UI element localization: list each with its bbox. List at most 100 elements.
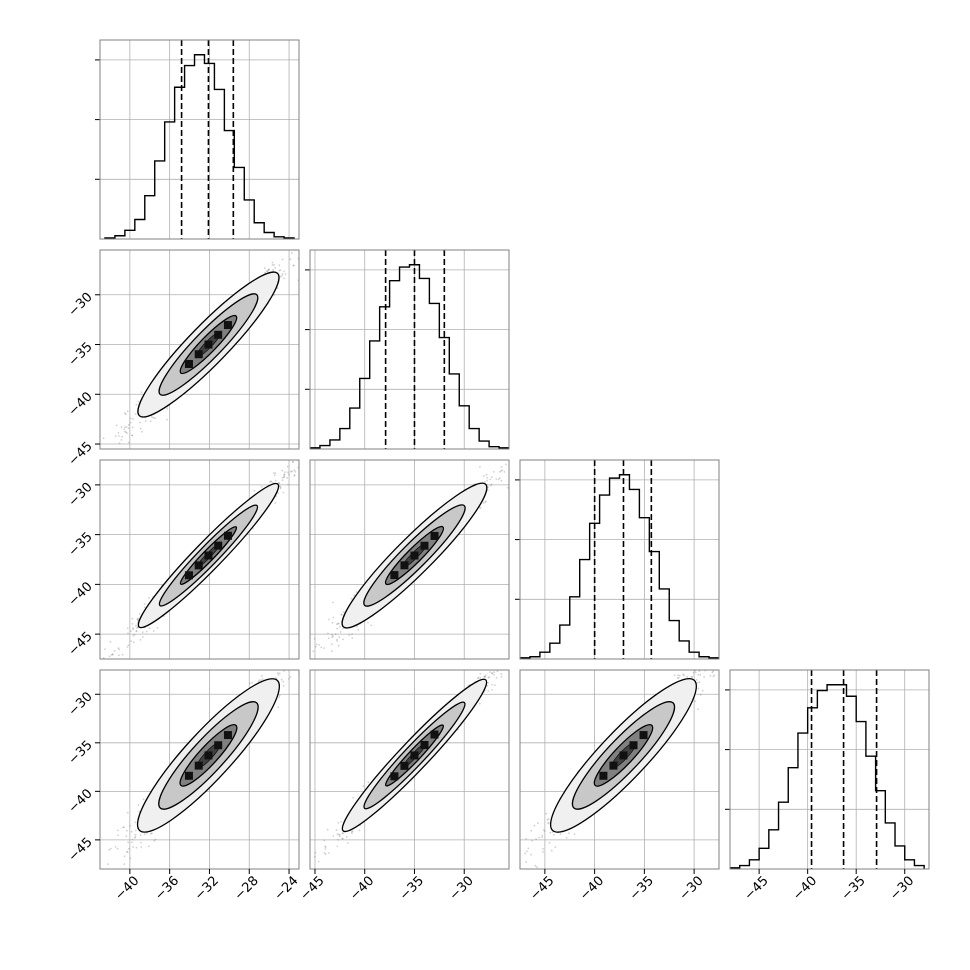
scatter-point (141, 631, 144, 633)
scatter-point (303, 247, 305, 249)
scatter-point (121, 435, 123, 438)
scatter-point (525, 837, 527, 840)
scatter-point (710, 664, 712, 666)
scatter-point (281, 469, 284, 472)
scatter-point (91, 458, 93, 460)
scatter-point (678, 674, 681, 677)
scatter-point (297, 245, 299, 247)
density-cell (400, 561, 409, 570)
scatter-point (118, 648, 121, 651)
scatter-point (321, 455, 323, 457)
scatter-point (330, 643, 333, 646)
scatter-point (318, 445, 320, 447)
scatter-point (317, 860, 320, 863)
scatter-point (132, 641, 135, 644)
scatter-point (514, 468, 516, 470)
scatter-point (124, 412, 126, 415)
scatter-point (110, 654, 113, 656)
scatter-point (518, 856, 520, 858)
scatter-point (489, 478, 492, 481)
scatter-point (484, 501, 486, 503)
y-tick-label: −35 (66, 340, 96, 370)
scatter-point (340, 820, 342, 823)
scatter-point (489, 671, 491, 673)
density-cell (400, 761, 409, 770)
scatter-point (143, 603, 146, 606)
scatter-point (118, 881, 120, 883)
scatter-point (131, 623, 134, 625)
scatter-point (356, 625, 358, 628)
density-cell (223, 731, 232, 740)
scatter-point (692, 672, 695, 674)
scatter-point (499, 870, 501, 872)
scatter-point (258, 679, 261, 682)
histogram-step-line (310, 264, 509, 449)
scatter-point (151, 416, 153, 418)
scatter-point (108, 455, 110, 457)
scatter-point (546, 818, 549, 821)
y-tick-label: −45 (66, 439, 96, 469)
scatter-point (672, 664, 674, 666)
density-cell (629, 741, 638, 750)
scatter-point (698, 670, 701, 673)
scatter-point (712, 675, 715, 678)
scatter-point (278, 672, 281, 675)
scatter-point (313, 451, 315, 453)
density-cell (214, 541, 223, 550)
scatter-point (327, 637, 330, 640)
scatter-point (153, 839, 156, 842)
scatter-point (683, 664, 685, 666)
scatter-point (520, 454, 522, 456)
scatter-point (271, 261, 274, 264)
x-tick-label: −45 (297, 874, 327, 904)
scatter-point (497, 662, 499, 664)
scatter-point (98, 883, 100, 885)
scatter-point (499, 666, 501, 668)
scatter-point (281, 274, 283, 277)
scatter-point (139, 834, 142, 837)
scatter-point (286, 650, 288, 652)
scatter-point (548, 841, 551, 844)
scatter-point (293, 264, 295, 267)
scatter-point (322, 441, 324, 443)
scatter-point (292, 461, 294, 464)
scatter-point (698, 681, 701, 684)
scatter-panel-2-1 (309, 454, 522, 660)
scatter-point (266, 270, 268, 273)
scatter-point (140, 846, 143, 848)
scatter-point (102, 437, 105, 440)
scatter-point (513, 641, 515, 643)
hist-panel-0 (95, 39, 300, 240)
scatter-point (286, 664, 288, 666)
scatter-point (122, 826, 124, 829)
scatter-point (126, 410, 129, 413)
scatter-point (117, 829, 119, 832)
scatter-point (127, 847, 130, 850)
scatter-point (324, 845, 327, 848)
scatter-point (527, 847, 530, 850)
scatter-point (118, 654, 120, 657)
scatter-point (545, 812, 548, 815)
scatter-point (291, 460, 294, 463)
scatter-point (253, 489, 256, 492)
scatter-point (148, 627, 151, 630)
scatter-point (311, 641, 313, 643)
scatter-point (154, 838, 157, 841)
scatter-point (337, 644, 340, 647)
scatter-point (293, 474, 296, 476)
scatter-point (324, 848, 327, 850)
scatter-point (320, 646, 323, 649)
scatter-point (520, 457, 522, 459)
scatter-point (485, 500, 487, 503)
scatter-point (342, 611, 345, 613)
density-cell (184, 571, 193, 580)
scatter-point (516, 638, 518, 640)
hist-grid (310, 250, 509, 449)
scatter-point (316, 450, 318, 452)
scatter-point (130, 830, 133, 833)
scatter-point (302, 640, 304, 642)
scatter-point (337, 838, 339, 841)
scatter-point (712, 670, 715, 673)
scatter-point (713, 674, 716, 677)
density-cell (194, 761, 203, 770)
